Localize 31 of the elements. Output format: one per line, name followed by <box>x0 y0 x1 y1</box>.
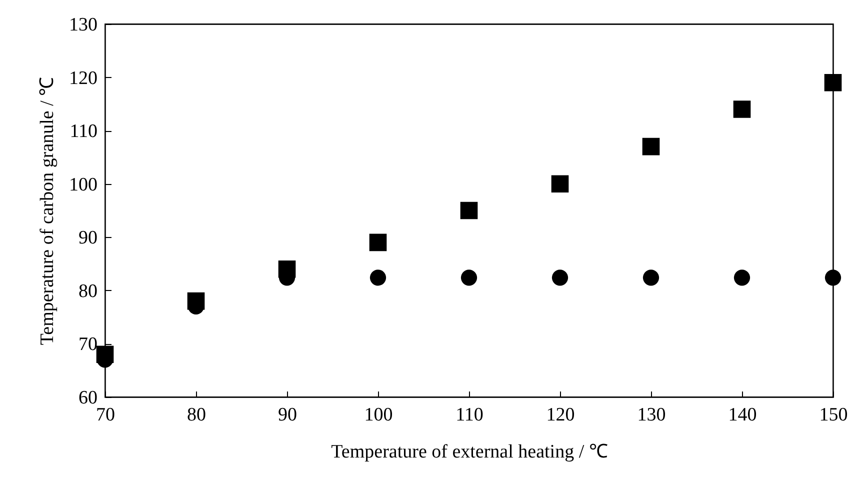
point <box>460 202 478 220</box>
y-tick-label: 80 <box>78 280 98 302</box>
x-tick-label: 150 <box>819 404 848 426</box>
point <box>552 270 568 286</box>
x-tick-label: 140 <box>728 404 757 426</box>
point <box>824 270 842 286</box>
x-tick-label: 120 <box>546 404 575 426</box>
x-tick-label: 70 <box>96 404 115 426</box>
x-tick-label: 80 <box>187 404 206 426</box>
y-tick-label: 110 <box>70 121 98 142</box>
y-axis-title: Temperature of carbon granule / ℃ <box>37 76 58 346</box>
x-axis-title: Temperature of external heating / ℃ <box>331 442 608 462</box>
point <box>551 175 569 193</box>
point <box>369 234 387 252</box>
y-tick-label: 60 <box>78 388 98 408</box>
point <box>370 270 386 286</box>
point <box>733 100 751 118</box>
point <box>642 138 660 156</box>
x-tick-label: 130 <box>637 404 666 426</box>
y-tick-label: 120 <box>69 68 98 89</box>
y-tick-label: 100 <box>69 174 98 196</box>
point <box>734 270 750 286</box>
y-tick-label: 70 <box>78 334 98 356</box>
x-tick-label: 100 <box>364 404 393 426</box>
point <box>824 74 842 92</box>
point <box>642 270 660 286</box>
x-tick-label: 90 <box>278 404 297 426</box>
point <box>460 270 478 286</box>
x-tick-label: 110 <box>456 404 484 426</box>
y-tick-label: 90 <box>78 228 98 249</box>
y-tick-label: 130 <box>69 14 98 36</box>
